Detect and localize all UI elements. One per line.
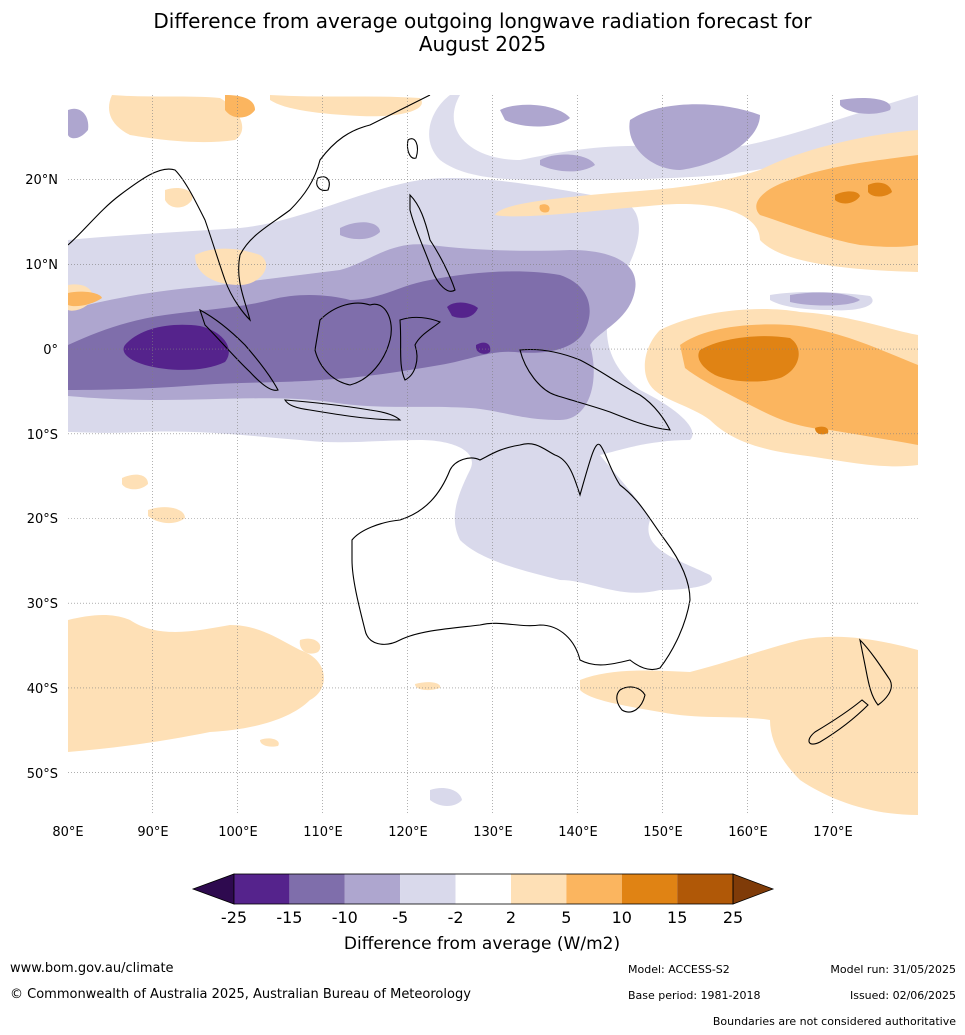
lat-label-40s: 40°S [27, 682, 58, 697]
anomaly-fields [68, 95, 918, 815]
issued-date: Issued: 02/06/2025 [849, 989, 956, 1002]
asia-coast [68, 95, 431, 322]
colorbar-label: 15 [667, 908, 687, 927]
tasmania-coast [616, 686, 646, 713]
lon-label-170e: 170°E [813, 825, 853, 840]
lat-label-20n: 20°N [25, 173, 58, 188]
lat-label-10s: 10°S [27, 428, 58, 443]
colorbar-segment [234, 874, 290, 904]
colorbar-label: -10 [332, 908, 358, 927]
taiwan-coast [406, 138, 418, 159]
lon-label-140e: 140°E [558, 825, 598, 840]
colorbar-segment [511, 874, 567, 904]
hainan-coast [316, 176, 330, 191]
new-zealand-north [859, 638, 892, 706]
new-zealand-south [808, 699, 869, 745]
colorbar-segment [344, 874, 401, 904]
lon-label-90e: 90°E [137, 825, 168, 840]
title-line-2: August 2025 [418, 32, 547, 56]
colorbar-segment [455, 874, 511, 904]
lat-label-10n: 10°N [25, 258, 58, 273]
australia-coast [351, 443, 691, 671]
lon-label-110e: 110°E [303, 825, 343, 840]
lon-label-130e: 130°E [473, 825, 513, 840]
colorbar-segment [621, 874, 678, 904]
lon-label-120e: 120°E [388, 825, 428, 840]
lon-label-100e: 100°E [218, 825, 258, 840]
colorbar-under-arrow [191, 873, 235, 905]
gridlines [68, 95, 918, 815]
colorbar-label: 2 [506, 908, 516, 927]
colorbar-label: 10 [612, 908, 632, 927]
coastlines [68, 95, 892, 745]
sumatra-coast [199, 308, 279, 391]
borneo-coast [314, 302, 392, 386]
boundaries-disclaimer: Boundaries are not considered authoritat… [712, 1015, 956, 1028]
copyright-text: © Commonwealth of Australia 2025, Austra… [10, 987, 471, 1002]
colorbar: -25 -15 -10 -5 -2 2 5 10 15 25 Differenc… [191, 873, 775, 954]
colorbar-segment [400, 874, 456, 904]
colorbar-label: -25 [221, 908, 247, 927]
map-plot-area [68, 95, 918, 815]
sulawesi-coast [399, 316, 442, 381]
longitude-labels: 80°E 90°E 100°E 110°E 120°E 130°E 140°E … [52, 825, 852, 840]
anomaly-deepest-purple [123, 302, 491, 370]
lon-label-160e: 160°E [728, 825, 768, 840]
latitude-labels: 20°N 10°N 0° 10°S 20°S 30°S 40°S 50°S [25, 173, 58, 782]
colorbar-label: 5 [561, 908, 571, 927]
lat-label-50s: 50°S [27, 767, 58, 782]
website-link[interactable]: www.bom.gov.au/climate [10, 961, 174, 976]
map-title: Difference from average outgoing longwav… [0, 10, 965, 56]
colorbar-over-arrow [732, 873, 775, 905]
lat-label-30s: 30°S [27, 597, 58, 612]
colorbar-segment [677, 874, 733, 904]
new-guinea-coast [519, 348, 671, 431]
colorbar-segment [566, 874, 622, 904]
lon-label-80e: 80°E [52, 825, 83, 840]
colorbar-label: -2 [448, 908, 464, 927]
base-period: Base period: 1981-2018 [628, 989, 761, 1002]
java-coast [283, 399, 402, 421]
colorbar-segment [289, 874, 345, 904]
colorbar-labels: -25 -15 -10 -5 -2 2 5 10 15 25 [221, 908, 743, 927]
philippines-coast [409, 193, 456, 292]
lon-label-150e: 150°E [643, 825, 683, 840]
colorbar-label: 25 [723, 908, 743, 927]
colorbar-units-label: Difference from average (W/m2) [344, 934, 620, 954]
model-name: Model: ACCESS-S2 [628, 963, 730, 976]
colorbar-label: -5 [392, 908, 408, 927]
model-run-date: Model run: 31/05/2025 [830, 963, 956, 976]
lat-label-0: 0° [43, 343, 58, 358]
lat-label-20s: 20°S [27, 512, 58, 527]
title-line-1: Difference from average outgoing longwav… [153, 9, 812, 33]
colorbar-label: -15 [276, 908, 302, 927]
colorbar-frame [233, 873, 734, 905]
anomaly-dark-orange [698, 182, 892, 435]
